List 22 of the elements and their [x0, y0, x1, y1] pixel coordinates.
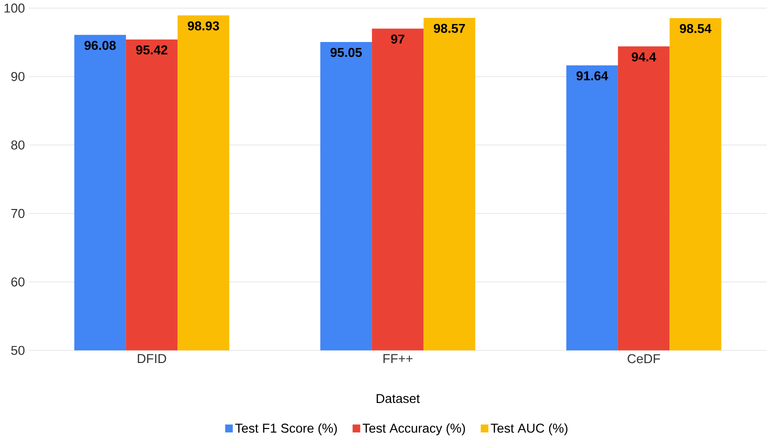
- data-label: 97: [391, 34, 404, 44]
- legend-label: Test AUC (%): [490, 424, 568, 436]
- x-axis-title: Dataset: [376, 394, 420, 404]
- x-tick-label: CeDF: [628, 354, 660, 364]
- y-tick-label: 70: [11, 209, 24, 218]
- data-label: 95.05: [330, 48, 362, 58]
- data-label: 95.42: [136, 46, 168, 55]
- data-label: 98.93: [188, 22, 220, 31]
- y-tick-label: 100: [4, 4, 24, 13]
- x-tick-label: FF++: [384, 354, 412, 364]
- y-tick-label: 90: [11, 72, 24, 82]
- y-tick-label: 80: [11, 140, 24, 150]
- data-label: 91.64: [576, 72, 608, 81]
- legend-label: Test F1 Score (%): [235, 424, 337, 436]
- legend-label: Test Accuracy (%): [362, 424, 465, 436]
- data-label: 96.08: [84, 41, 116, 50]
- data-label: 98.54: [680, 24, 712, 34]
- y-tick-label: 50: [11, 346, 24, 356]
- x-tick-label: DFID: [138, 354, 166, 364]
- data-label: 98.57: [434, 24, 465, 34]
- data-label: 94.4: [632, 52, 656, 62]
- y-tick-label: 60: [11, 278, 24, 287]
